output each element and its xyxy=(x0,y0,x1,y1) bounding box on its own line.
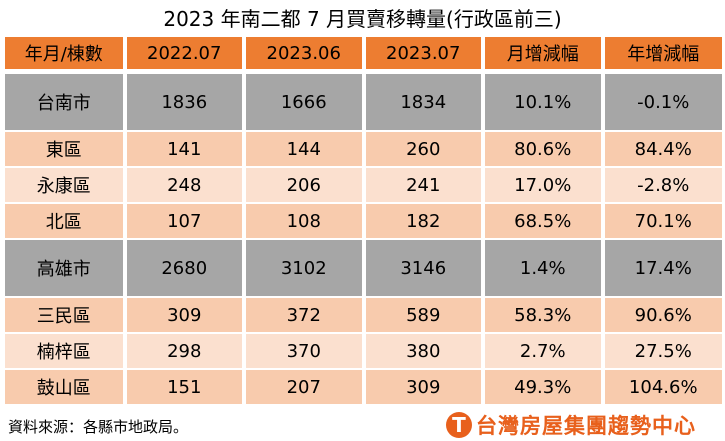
table-cell: 380 xyxy=(361,333,483,370)
header-gap xyxy=(5,70,722,74)
table-cell: 370 xyxy=(242,333,364,370)
row-label: 高雄市 xyxy=(5,239,125,298)
table-cell: 309 xyxy=(361,369,483,406)
table-cell: 3146 xyxy=(361,239,483,298)
row-label: 楠梓區 xyxy=(5,333,125,370)
table-cell: -2.8% xyxy=(600,167,722,204)
table-cell: 248 xyxy=(122,167,244,204)
table-cell: 1.4% xyxy=(481,239,603,298)
row-label: 鼓山區 xyxy=(5,369,125,406)
row-label: 北區 xyxy=(5,203,125,240)
column-header: 2022.07 xyxy=(122,37,244,71)
table-cell: 49.3% xyxy=(481,369,603,406)
column-header: 2023.07 xyxy=(361,37,483,71)
logo-icon: T xyxy=(446,412,472,438)
table-cell: 141 xyxy=(122,131,244,168)
source-note: 資料來源：各縣市地政局。 xyxy=(8,418,189,436)
table-cell: 1666 xyxy=(242,74,364,132)
logo-text: 台灣房屋集團趨勢中心 xyxy=(476,414,696,438)
table-cell: 2.7% xyxy=(481,333,603,370)
table-cell: 151 xyxy=(122,369,244,406)
table-cell: 206 xyxy=(242,167,364,204)
table-cell: 1836 xyxy=(122,74,244,132)
page-title: 2023 年南二都 7 月買賣移轉量(行政區前三) xyxy=(163,7,562,31)
city-row: 台南市 1836 1666 1834 10.1% -0.1% xyxy=(5,74,722,132)
table-cell: 70.1% xyxy=(600,203,722,240)
table-cell: 17.0% xyxy=(481,167,603,204)
table-cell: 1834 xyxy=(361,74,483,132)
district-row: 三民區 309 372 589 58.3% 90.6% xyxy=(5,297,722,334)
row-label: 永康區 xyxy=(5,167,125,204)
table-header-row: 年月/棟數 2022.07 2023.06 2023.07 月增減幅 年增減幅 xyxy=(5,37,722,71)
table-cell: 144 xyxy=(242,131,364,168)
table-cell: 309 xyxy=(122,297,244,334)
table-cell: 90.6% xyxy=(600,297,722,334)
table-cell: 207 xyxy=(242,369,364,406)
city-row: 高雄市 2680 3102 3146 1.4% 17.4% xyxy=(5,239,722,298)
table-cell: 241 xyxy=(361,167,483,204)
column-header: 年增減幅 xyxy=(600,37,722,71)
district-row: 東區 141 144 260 80.6% 84.4% xyxy=(5,131,722,168)
row-label: 台南市 xyxy=(5,74,125,132)
row-label: 東區 xyxy=(5,131,125,168)
table-cell: 108 xyxy=(242,203,364,240)
district-row: 永康區 248 206 241 17.0% -2.8% xyxy=(5,167,722,204)
table-cell: 104.6% xyxy=(600,369,722,406)
table-cell: 372 xyxy=(242,297,364,334)
table-cell: 260 xyxy=(361,131,483,168)
table-cell: 27.5% xyxy=(600,333,722,370)
district-row: 北區 107 108 182 68.5% 70.1% xyxy=(5,203,722,240)
transfer-volume-table: 年月/棟數 2022.07 2023.06 2023.07 月增減幅 年增減幅 台南市 183… xyxy=(5,37,722,406)
row-label: 三民區 xyxy=(5,297,125,334)
divider xyxy=(5,70,722,74)
table-cell: -0.1% xyxy=(600,74,722,132)
table-cell: 58.3% xyxy=(481,297,603,334)
table-cell: 68.5% xyxy=(481,203,603,240)
column-header: 2023.06 xyxy=(242,37,364,71)
table-cell: 10.1% xyxy=(481,74,603,132)
column-header: 月增減幅 xyxy=(481,37,603,71)
table-cell: 84.4% xyxy=(600,131,722,168)
table-cell: 17.4% xyxy=(600,239,722,298)
brand-logo: T 台灣房屋集團趨勢中心 xyxy=(446,410,696,440)
table-cell: 107 xyxy=(122,203,244,240)
table-cell: 3102 xyxy=(242,239,364,298)
table-cell: 589 xyxy=(361,297,483,334)
table-cell: 298 xyxy=(122,333,244,370)
table-cell: 80.6% xyxy=(481,131,603,168)
table-cell: 2680 xyxy=(122,239,244,298)
table-cell: 182 xyxy=(361,203,483,240)
district-row: 鼓山區 151 207 309 49.3% 104.6% xyxy=(5,369,722,406)
district-row: 楠梓區 298 370 380 2.7% 27.5% xyxy=(5,333,722,370)
column-header: 年月/棟數 xyxy=(5,37,125,71)
